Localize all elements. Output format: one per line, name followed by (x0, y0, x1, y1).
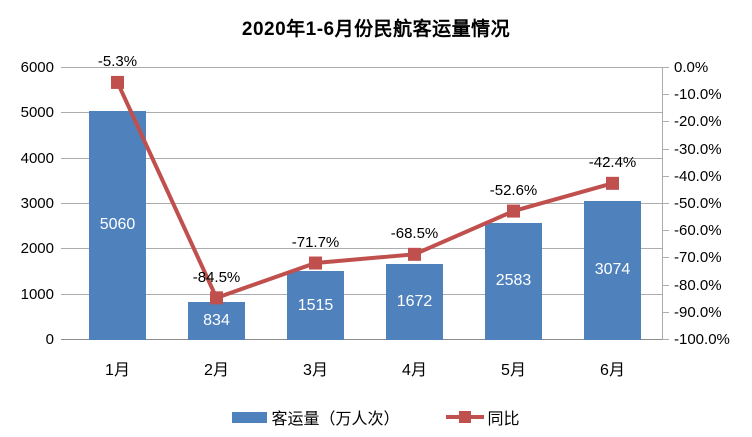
bar: 1672 (386, 264, 443, 340)
x-axis-line (61, 339, 662, 340)
line-point-label: -5.3% (97, 53, 138, 71)
right-axis-tick-label: -20.0% (674, 113, 722, 131)
gridline (61, 203, 662, 204)
line-marker (507, 204, 520, 218)
category-label: 4月 (402, 362, 427, 379)
line-point-label: -42.4% (588, 154, 637, 172)
bar-value-label: 3074 (594, 261, 631, 279)
right-axis-tick-label: -50.0% (674, 195, 722, 212)
category-label: 2月 (204, 362, 229, 379)
right-axis-tick (662, 175, 669, 177)
left-axis-tick-label: 2000 (20, 240, 54, 258)
gridline (61, 112, 662, 114)
line-point-label: -71.7% (291, 234, 340, 252)
right-axis-tick (662, 230, 669, 232)
category-label: 5月 (501, 362, 526, 379)
bar: 3074 (584, 200, 641, 340)
right-axis-tick (662, 148, 669, 150)
right-axis-tick-label: -10.0% (674, 86, 722, 104)
line-path (115, 81, 614, 301)
left-axis-tick-label: 4000 (20, 149, 54, 167)
line-point-label: -84.5% (192, 268, 241, 286)
left-axis-tick-label: 0 (45, 331, 54, 348)
right-axis-tick-label: -30.0% (674, 140, 722, 158)
line-marker (111, 75, 124, 89)
right-axis-tick-label: -40.0% (674, 167, 722, 185)
legend-line-label: 同比 (487, 411, 520, 428)
right-axis-tick (662, 94, 669, 96)
right-axis-tick (662, 257, 669, 259)
line-series (111, 75, 619, 305)
bar-value-label: 834 (203, 312, 230, 330)
legend: 客运量（万人次） 同比 (0, 405, 752, 429)
gridline (61, 293, 662, 295)
right-axis-tick (662, 284, 669, 286)
bar-value-label: 5060 (99, 216, 136, 234)
right-axis-tick-label: -80.0% (674, 276, 722, 294)
bar-series-swatch-icon (232, 411, 268, 423)
legend-item-bar: 客运量（万人次） (232, 405, 400, 429)
line-marker (210, 291, 223, 305)
left-axis-tick-label: 3000 (20, 195, 54, 212)
category-label: 1月 (105, 362, 130, 379)
bar: 834 (188, 302, 245, 340)
category-label: 3月 (303, 362, 328, 379)
right-axis-tick (662, 67, 669, 68)
legend-bar-label: 客运量（万人次） (271, 411, 400, 428)
gridline (61, 157, 662, 159)
category-label: 6月 (600, 362, 625, 379)
right-axis-tick (662, 311, 669, 313)
chart-title: 2020年1-6月份民航客运量情况 (241, 19, 511, 40)
line-marker (408, 247, 421, 261)
bar-value-label: 1515 (297, 296, 334, 314)
gridline (61, 67, 662, 68)
line-point-label: -68.5% (390, 225, 439, 243)
left-axis-tick-label: 6000 (20, 59, 54, 76)
right-axis-tick-label: -90.0% (674, 303, 722, 321)
gridline (61, 248, 662, 250)
legend-item-line: 同比 (445, 405, 520, 429)
bar-value-label: 1672 (396, 293, 433, 311)
bar: 1515 (287, 271, 344, 340)
right-axis-tick-label: -100.0% (674, 331, 730, 348)
line-marker (606, 176, 619, 190)
right-axis-tick-label: 0.0% (674, 59, 709, 76)
right-axis-tick-label: -60.0% (674, 222, 722, 240)
left-axis-tick-label: 5000 (20, 104, 54, 122)
right-axis-tick (662, 339, 669, 340)
right-axis-tick-label: -70.0% (674, 249, 722, 267)
line-marker (309, 256, 322, 270)
right-axis-tick (662, 203, 669, 204)
bar: 5060 (89, 110, 146, 340)
right-axis-tick (662, 121, 669, 123)
line-series-swatch-icon (445, 410, 484, 424)
bar-value-label: 2583 (495, 272, 532, 290)
left-axis-tick-label: 1000 (20, 285, 54, 303)
line-point-label: -52.6% (489, 182, 538, 200)
bar: 2583 (485, 222, 542, 340)
right-axis-line (662, 68, 663, 340)
